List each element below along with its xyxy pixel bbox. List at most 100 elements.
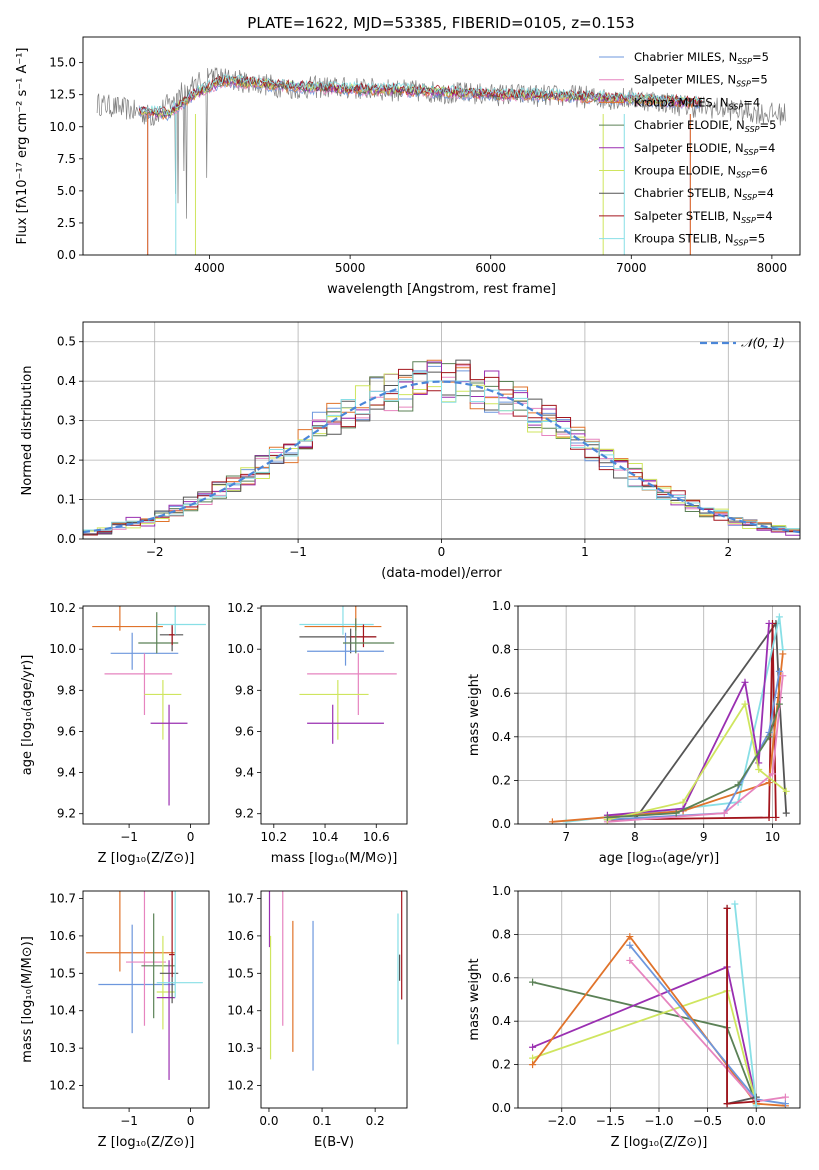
tick-label-y: 10.0 xyxy=(49,120,76,134)
panel-mass_vs_EBV: 0.0 0.1 0.2 10.2 10.3 10.4 10.5 10.6 10.7 E(B-V) xyxy=(227,890,408,1150)
axes-frame xyxy=(260,890,408,1109)
figure-title: PLATE=1622, MJD=53385, FIBERID=0105, z=0… xyxy=(247,14,634,32)
tick-label-x: −2 xyxy=(146,545,164,559)
tick-label-y: 10.7 xyxy=(49,891,76,905)
panel-mass_weight_vs_Z: −2.0 −1.5 −1.0 −0.5 0.0 0.0 0.2 0.4 0.6 0.8 1.0 Z [… xyxy=(467,884,801,1150)
tick-label-x: 0.0 xyxy=(259,1114,278,1128)
model-spectrum xyxy=(138,74,702,116)
tick-label-y: 10.2 xyxy=(227,1079,254,1093)
weight-line xyxy=(634,620,788,821)
weight-marker xyxy=(626,956,634,964)
tick-label-x: 10.4 xyxy=(312,830,339,844)
tick-label-y: 10.4 xyxy=(227,1004,254,1018)
axis-label-x: Z [log₁₀(Z/Z⊙)] xyxy=(98,851,195,866)
tick-label-x: 9 xyxy=(700,830,708,844)
tick-label-y: 10.2 xyxy=(49,601,76,615)
plot-area xyxy=(518,891,800,1108)
axes-frame xyxy=(82,890,210,1109)
tick-label-y: 9.6 xyxy=(57,724,76,738)
chart-area: 4000 5000 6000 7000 80000.02.55.07.510.012.5… xyxy=(15,36,801,1150)
tick-label-y: 0.0 xyxy=(492,1101,511,1115)
tick-label-x: −1.5 xyxy=(596,1114,625,1128)
weight-marker xyxy=(529,1061,537,1069)
axis-label-y: Flux [fλ10⁻¹⁷ erg cm⁻² s⁻¹ A⁻¹] xyxy=(15,48,30,245)
tick-label-y: 0.5 xyxy=(57,335,76,349)
axis-label-x: (data-model)/error xyxy=(381,566,502,581)
tick-label-y: 10.2 xyxy=(49,1079,76,1093)
axis-label-y: mass weight xyxy=(467,958,482,1040)
axis-label-x: wavelength [Angstrom, rest frame] xyxy=(327,282,556,297)
tick-label-x: 0.2 xyxy=(366,1114,385,1128)
tick-label-y: 10.2 xyxy=(227,601,254,615)
tick-label-x: −1 xyxy=(120,1114,138,1128)
weight-marker xyxy=(603,813,611,821)
tick-label-x: 10.6 xyxy=(363,830,390,844)
tick-label-x: 0 xyxy=(438,545,446,559)
axis-label-x: Z [log₁₀(Z/Z⊙)] xyxy=(98,1135,195,1150)
legend-entry: Salpeter MILES, NSSP=5 xyxy=(634,73,768,89)
tick-label-y: 10.4 xyxy=(49,1004,76,1018)
weight-marker xyxy=(731,900,739,908)
weight-marker xyxy=(741,678,749,686)
weight-marker xyxy=(548,818,556,824)
weight-marker xyxy=(720,809,728,817)
tick-label-y: 15.0 xyxy=(49,56,76,70)
weight-marker xyxy=(779,672,787,680)
weight-marker xyxy=(741,700,749,708)
panel-age_vs_Z: −1 0 9.2 9.4 9.6 9.8 10.0 10.2 Z [log₁₀(Z/Z⊙)] ag… xyxy=(20,601,210,866)
tick-label-y: 9.2 xyxy=(235,807,254,821)
weight-marker xyxy=(782,809,790,817)
weight-marker xyxy=(781,1100,789,1108)
plot-area xyxy=(518,606,800,824)
weight-marker xyxy=(529,1043,537,1051)
weight-marker xyxy=(765,779,773,787)
weight-marker xyxy=(779,650,787,658)
tick-label-y: 9.6 xyxy=(235,724,254,738)
tick-label-x: 0.0 xyxy=(747,1114,766,1128)
weight-marker xyxy=(775,667,783,675)
tick-label-y: 10.6 xyxy=(49,929,76,943)
tick-label-x: 8000 xyxy=(757,261,788,275)
tick-label-x: 6000 xyxy=(475,261,506,275)
weight-marker xyxy=(723,1100,731,1108)
tick-label-y: 10.0 xyxy=(227,642,254,656)
tick-label-y: 9.8 xyxy=(57,683,76,697)
tick-label-y: 0.4 xyxy=(57,374,76,388)
tick-label-x: 0 xyxy=(187,1114,195,1128)
weight-marker xyxy=(529,978,537,986)
legend-entry: Chabrier STELIB, NSSP=4 xyxy=(634,186,774,202)
tick-label-x: 7 xyxy=(562,830,570,844)
histogram-series xyxy=(83,371,800,539)
tick-label-y: 0.2 xyxy=(492,1058,511,1072)
tick-label-y: 0.0 xyxy=(492,817,511,831)
tick-label-y: 10.6 xyxy=(227,929,254,943)
panel-age_vs_mass: 10.2 10.4 10.6 9.2 9.4 9.6 9.8 10.0 10.2 mass [lo… xyxy=(227,601,408,866)
axis-label-x: Z [log₁₀(Z/Z⊙)] xyxy=(611,1135,708,1150)
weight-marker xyxy=(765,813,773,821)
tick-label-y: 9.4 xyxy=(235,766,254,780)
panel-mass_vs_Z: −1 0 10.2 10.3 10.4 10.5 10.6 10.7 Z [log₁₀(Z/Z⊙… xyxy=(20,890,210,1150)
weight-line xyxy=(733,903,758,1106)
tick-label-y: 0.2 xyxy=(492,773,511,787)
plot-area xyxy=(83,322,800,539)
axes-frame xyxy=(82,321,801,540)
legend-entry: Kroupa STELIB, NSSP=5 xyxy=(634,232,765,248)
plot-area xyxy=(92,606,206,806)
tick-label-y: 10.5 xyxy=(49,966,76,980)
axes-frame xyxy=(260,605,408,825)
tick-label-x: 7000 xyxy=(616,261,647,275)
axis-label-y: age [log₁₀(age/yr)] xyxy=(20,655,35,776)
legend-entry: Salpeter ELODIE, NSSP=4 xyxy=(634,141,775,157)
weight-marker xyxy=(782,787,790,795)
tick-label-y: 0.4 xyxy=(492,1014,511,1028)
tick-label-y: 10.0 xyxy=(49,642,76,656)
tick-label-y: 9.8 xyxy=(235,683,254,697)
tick-label-x: −1 xyxy=(289,545,307,559)
legend-entry: 𝒩(0, 1) xyxy=(741,336,785,350)
tick-label-y: 9.2 xyxy=(57,807,76,821)
tick-label-x: 4000 xyxy=(194,261,225,275)
weight-line xyxy=(607,675,784,823)
tick-label-x: 8 xyxy=(631,830,639,844)
tick-label-x: −0.5 xyxy=(693,1114,722,1128)
